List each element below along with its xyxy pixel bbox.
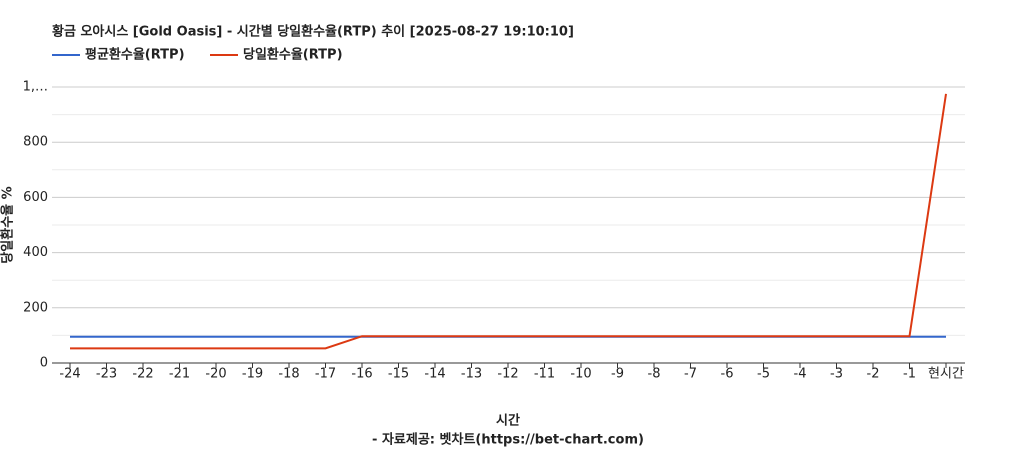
y-tick-label: 400 [23, 245, 48, 260]
x-tick-label: -20 [205, 367, 226, 382]
x-tick-label: -16 [351, 367, 372, 382]
x-tick-label: -5 [757, 367, 770, 382]
y-tick-label: 1,… [23, 80, 48, 95]
x-tick-label: -1 [903, 367, 916, 382]
x-tick-label: -14 [424, 367, 445, 382]
x-tick-label: -11 [534, 367, 555, 382]
x-tick-label: -6 [721, 367, 734, 382]
x-tick-label: -24 [59, 367, 80, 382]
x-tick-label: -10 [570, 367, 591, 382]
x-tick-label: -9 [611, 367, 624, 382]
x-tick-label: -12 [497, 367, 518, 382]
x-tick-label: 현시간 [928, 367, 964, 382]
x-tick-label: -22 [132, 367, 153, 382]
y-axis-title: 당일환수율 % [0, 186, 16, 263]
y-tick-label: 600 [23, 190, 48, 205]
x-tick-label: -19 [242, 367, 263, 382]
x-tick-label: -3 [830, 367, 843, 382]
x-tick-label: -2 [867, 367, 880, 382]
chart-title: 황금 오아시스 [Gold Oasis] - 시간별 당일환수율(RTP) 추이… [52, 24, 574, 40]
y-tick-label: 800 [23, 135, 48, 150]
legend-label: 평균환수율(RTP) [85, 47, 185, 63]
x-tick-label: -17 [315, 367, 336, 382]
x-tick-label: -4 [794, 367, 807, 382]
x-axis-title: 시간 [496, 413, 520, 429]
x-tick-label: -15 [388, 367, 409, 382]
x-tick-label: -23 [96, 367, 117, 382]
x-tick-label: -21 [169, 367, 190, 382]
x-tick-label: -13 [461, 367, 482, 382]
x-tick-label: -18 [278, 367, 299, 382]
subtitle: - 자료제공: 벳차트(https://bet-chart.com) [372, 432, 644, 448]
legend-label: 당일환수율(RTP) [243, 47, 343, 63]
x-tick-label: -8 [648, 367, 661, 382]
x-tick-label: -7 [684, 367, 697, 382]
y-tick-label: 200 [23, 300, 48, 315]
y-tick-label: 0 [40, 356, 48, 371]
series-line [70, 93, 947, 350]
